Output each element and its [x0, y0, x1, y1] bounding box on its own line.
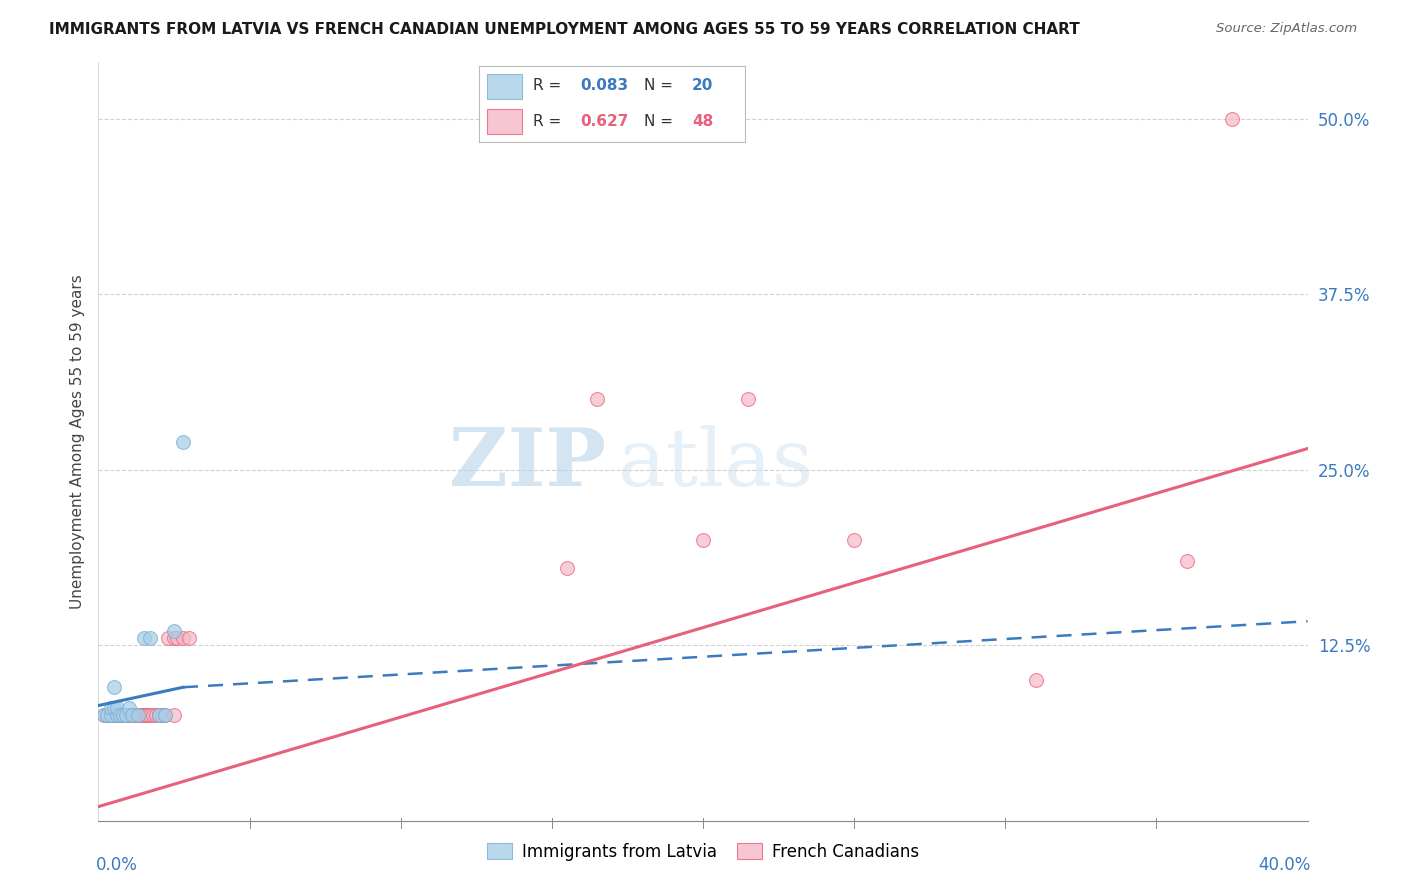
Point [124, 708, 146, 723]
Point [121, 708, 143, 723]
Point [93, 708, 115, 723]
Point [108, 708, 131, 723]
Point [139, 631, 162, 645]
Point [127, 708, 149, 723]
Point [172, 631, 194, 645]
Point [100, 708, 122, 723]
Point [103, 701, 125, 715]
Point [129, 708, 152, 723]
Point [132, 631, 155, 645]
Point [132, 708, 155, 723]
Point [150, 708, 173, 723]
Point [145, 708, 167, 723]
Point [105, 701, 128, 715]
Point [100, 708, 122, 723]
Point [127, 708, 149, 723]
Point [105, 708, 128, 723]
Point [108, 708, 131, 723]
Point [148, 708, 170, 723]
Point [844, 533, 866, 547]
Text: IMMIGRANTS FROM LATVIA VS FRENCH CANADIAN UNEMPLOYMENT AMONG AGES 55 TO 59 YEARS: IMMIGRANTS FROM LATVIA VS FRENCH CANADIA… [49, 22, 1080, 37]
Point [114, 708, 136, 723]
Point [121, 708, 143, 723]
Point [108, 708, 131, 723]
Point [129, 708, 152, 723]
Point [1024, 673, 1046, 688]
Point [156, 631, 179, 645]
Point [153, 708, 176, 723]
Point [111, 708, 134, 723]
Point [96, 708, 118, 723]
Point [737, 392, 759, 407]
Point [148, 708, 170, 723]
Point [118, 708, 141, 723]
Point [1175, 554, 1198, 568]
Point [100, 701, 122, 715]
Point [1220, 112, 1243, 126]
Point [118, 708, 141, 723]
Point [163, 708, 186, 723]
Point [132, 708, 155, 723]
Text: atlas: atlas [619, 425, 814, 503]
Y-axis label: Unemployment Among Ages 55 to 59 years: Unemployment Among Ages 55 to 59 years [69, 274, 84, 609]
Point [139, 708, 162, 723]
Point [105, 708, 128, 723]
Point [93, 708, 115, 723]
Point [142, 708, 165, 723]
Text: 40.0%: 40.0% [1258, 855, 1310, 874]
Point [103, 708, 125, 723]
Legend: Immigrants from Latvia, French Canadians: Immigrants from Latvia, French Canadians [478, 835, 928, 869]
Point [96, 708, 118, 723]
Point [135, 708, 157, 723]
Point [163, 624, 186, 639]
Point [111, 708, 134, 723]
Point [586, 392, 609, 407]
Point [179, 631, 201, 645]
Point [692, 533, 714, 547]
Text: ZIP: ZIP [450, 425, 606, 503]
Point [555, 561, 578, 575]
Point [105, 708, 128, 723]
Point [103, 680, 125, 694]
Point [114, 708, 136, 723]
Point [103, 708, 125, 723]
Text: Source: ZipAtlas.com: Source: ZipAtlas.com [1216, 22, 1357, 36]
Point [153, 708, 176, 723]
Point [172, 434, 194, 449]
Point [114, 708, 136, 723]
Point [111, 708, 134, 723]
Point [163, 631, 186, 645]
Point [127, 708, 149, 723]
Point [121, 708, 143, 723]
Point [96, 708, 118, 723]
Point [166, 631, 188, 645]
Point [118, 701, 141, 715]
Point [135, 708, 157, 723]
Text: 0.0%: 0.0% [96, 855, 138, 874]
Point [148, 708, 170, 723]
